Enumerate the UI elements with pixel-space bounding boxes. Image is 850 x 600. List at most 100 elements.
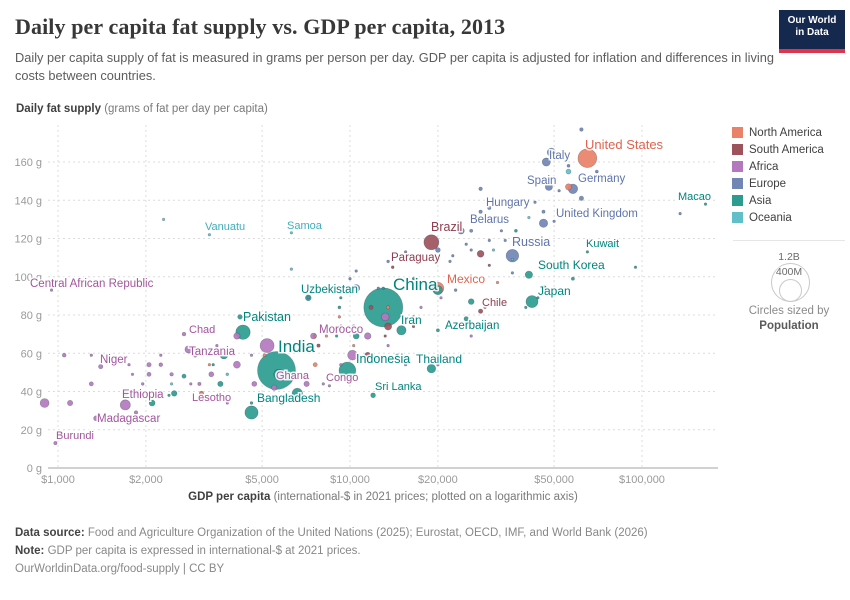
data-point[interactable] — [237, 314, 243, 320]
data-point[interactable] — [431, 285, 438, 292]
data-point[interactable] — [339, 363, 343, 367]
data-point[interactable] — [454, 324, 458, 329]
data-point[interactable] — [192, 352, 198, 358]
point-kuwait[interactable] — [585, 250, 590, 254]
footer-license[interactable]: OurWorldinData.org/food-supply | CC BY — [15, 563, 225, 575]
point-hungary[interactable] — [478, 209, 483, 214]
data-point[interactable] — [350, 286, 355, 290]
data-point[interactable] — [565, 183, 572, 191]
data-point[interactable] — [633, 265, 638, 269]
data-point[interactable] — [339, 296, 343, 300]
data-point[interactable] — [448, 259, 452, 264]
point-russia[interactable] — [505, 249, 520, 263]
data-point[interactable] — [594, 169, 599, 174]
data-point[interactable] — [483, 305, 487, 310]
point-belarus[interactable] — [469, 228, 474, 233]
data-point[interactable] — [148, 399, 156, 407]
data-point[interactable] — [291, 387, 303, 399]
data-point[interactable] — [218, 353, 222, 357]
data-point[interactable] — [337, 315, 342, 319]
point-chile[interactable] — [478, 308, 484, 314]
data-point[interactable] — [678, 212, 682, 216]
data-point[interactable] — [579, 127, 584, 132]
data-point[interactable] — [552, 219, 556, 223]
data-point[interactable] — [337, 324, 342, 329]
data-point[interactable] — [578, 195, 584, 201]
point-bangladesh[interactable] — [244, 405, 259, 420]
data-point[interactable] — [487, 238, 491, 242]
point-vanuatu[interactable] — [207, 233, 211, 237]
data-point[interactable] — [169, 372, 174, 377]
legend-item-europe[interactable]: Europe — [732, 175, 847, 192]
data-point[interactable] — [536, 296, 540, 300]
data-point[interactable] — [404, 250, 408, 254]
point-lesotho[interactable] — [225, 401, 229, 405]
data-point[interactable] — [539, 181, 543, 185]
data-point[interactable] — [158, 362, 164, 367]
data-point[interactable] — [167, 393, 171, 397]
data-point[interactable] — [233, 360, 241, 369]
data-point[interactable] — [491, 248, 496, 252]
data-point[interactable] — [122, 390, 129, 397]
point-tanzania[interactable] — [184, 345, 193, 354]
point-spain[interactable] — [545, 182, 553, 191]
data-point[interactable] — [571, 276, 575, 281]
point-congo[interactable] — [327, 384, 332, 388]
point-chad[interactable] — [181, 331, 187, 337]
data-point[interactable] — [468, 298, 475, 305]
point-macao[interactable] — [703, 202, 708, 206]
data-point[interactable] — [383, 334, 387, 338]
data-point[interactable] — [146, 362, 152, 368]
data-point[interactable] — [495, 280, 500, 285]
point-samoa[interactable] — [289, 231, 294, 235]
data-point[interactable] — [381, 312, 390, 322]
data-point[interactable] — [181, 373, 187, 379]
data-point[interactable] — [146, 371, 152, 377]
data-point[interactable] — [171, 390, 178, 397]
data-point[interactable] — [262, 353, 267, 358]
data-point[interactable] — [514, 229, 518, 233]
point-south-korea[interactable] — [524, 270, 533, 279]
data-point[interactable] — [354, 269, 358, 273]
data-point[interactable] — [557, 189, 561, 193]
data-point[interactable] — [199, 391, 204, 396]
legend-item-south-america[interactable]: South America — [732, 141, 847, 158]
data-point[interactable] — [395, 353, 399, 357]
legend-item-africa[interactable]: Africa — [732, 158, 847, 175]
data-point[interactable] — [364, 332, 372, 340]
point-burundi[interactable] — [53, 441, 58, 446]
data-point[interactable] — [249, 353, 254, 357]
data-point[interactable] — [211, 328, 215, 333]
data-point[interactable] — [540, 285, 547, 292]
data-point[interactable] — [207, 363, 211, 367]
data-point[interactable] — [61, 353, 67, 358]
point-thailand[interactable] — [426, 364, 437, 374]
data-point[interactable] — [141, 382, 145, 386]
data-point[interactable] — [289, 267, 294, 271]
point-ethiopia[interactable] — [119, 399, 131, 411]
data-point[interactable] — [88, 381, 94, 387]
data-point[interactable] — [133, 410, 139, 415]
point-iran[interactable] — [396, 325, 407, 336]
data-point[interactable] — [384, 322, 392, 331]
point-madagascar[interactable] — [93, 415, 99, 422]
data-point[interactable] — [215, 344, 219, 348]
legend-item-asia[interactable]: Asia — [732, 192, 847, 209]
data-point[interactable] — [495, 219, 500, 224]
data-point[interactable] — [386, 259, 390, 264]
data-point[interactable] — [321, 382, 325, 386]
data-point[interactable] — [565, 168, 572, 175]
data-point[interactable] — [453, 288, 458, 292]
data-point[interactable] — [411, 315, 416, 319]
data-point[interactable] — [476, 250, 485, 258]
data-point[interactable] — [39, 398, 50, 408]
data-point[interactable] — [67, 399, 74, 406]
data-point[interactable] — [135, 389, 143, 397]
data-point[interactable] — [159, 353, 163, 357]
data-point[interactable] — [259, 338, 275, 353]
point-italy[interactable] — [541, 157, 551, 167]
data-point[interactable] — [368, 304, 374, 310]
data-point[interactable] — [324, 334, 329, 338]
data-point[interactable] — [463, 316, 469, 322]
data-point[interactable] — [386, 344, 390, 348]
